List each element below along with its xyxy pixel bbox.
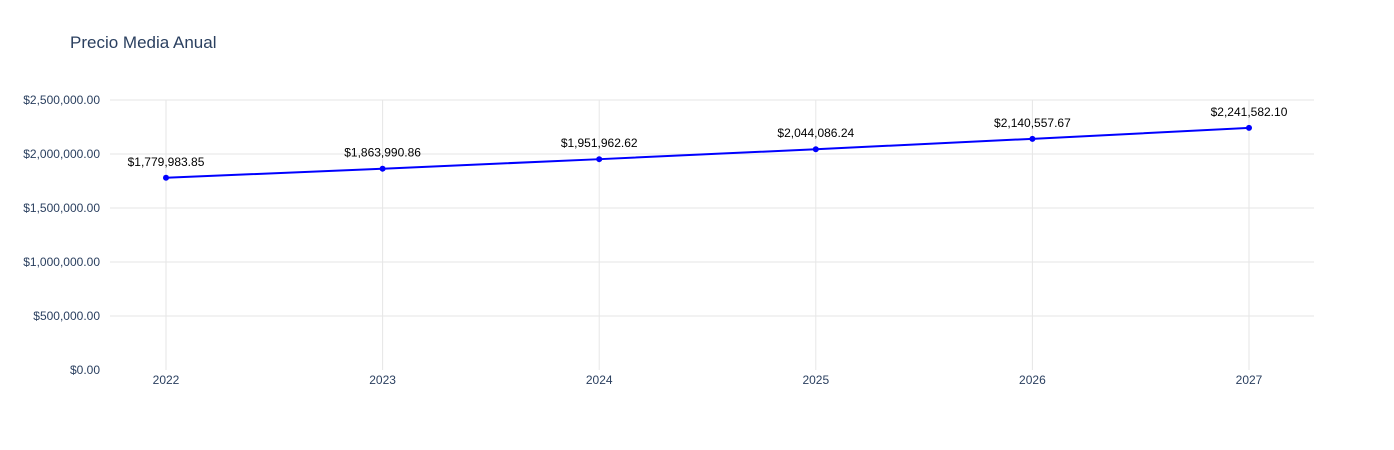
data-label: $2,140,557.67 bbox=[994, 116, 1071, 130]
x-tick-label: 2022 bbox=[153, 373, 180, 387]
data-label: $1,951,962.62 bbox=[561, 136, 638, 150]
chart-title: Precio Media Anual bbox=[70, 33, 217, 52]
data-point bbox=[596, 156, 603, 163]
x-tick-label: 2025 bbox=[802, 373, 829, 387]
data-label: $1,779,983.85 bbox=[128, 155, 205, 169]
data-label: $2,044,086.24 bbox=[777, 126, 854, 140]
data-label: $1,863,990.86 bbox=[344, 146, 421, 160]
x-tick-label: 2023 bbox=[369, 373, 396, 387]
data-point bbox=[812, 146, 819, 153]
x-tick-label: 2027 bbox=[1236, 373, 1263, 387]
x-tick-label: 2026 bbox=[1019, 373, 1046, 387]
data-point bbox=[379, 165, 386, 172]
y-tick-label: $1,000,000.00 bbox=[23, 255, 100, 269]
data-point bbox=[1029, 135, 1036, 142]
x-tick-label: 2024 bbox=[586, 373, 613, 387]
y-tick-label: $2,000,000.00 bbox=[23, 147, 100, 161]
data-point bbox=[163, 174, 169, 181]
data-point bbox=[1246, 124, 1252, 131]
y-tick-label: $0.00 bbox=[70, 363, 100, 377]
y-tick-label: $2,500,000.00 bbox=[23, 93, 100, 107]
y-tick-label: $1,500,000.00 bbox=[23, 201, 100, 215]
data-label: $2,241,582.10 bbox=[1211, 105, 1288, 119]
y-tick-label: $500,000.00 bbox=[33, 309, 100, 323]
series-line bbox=[165, 126, 1250, 179]
